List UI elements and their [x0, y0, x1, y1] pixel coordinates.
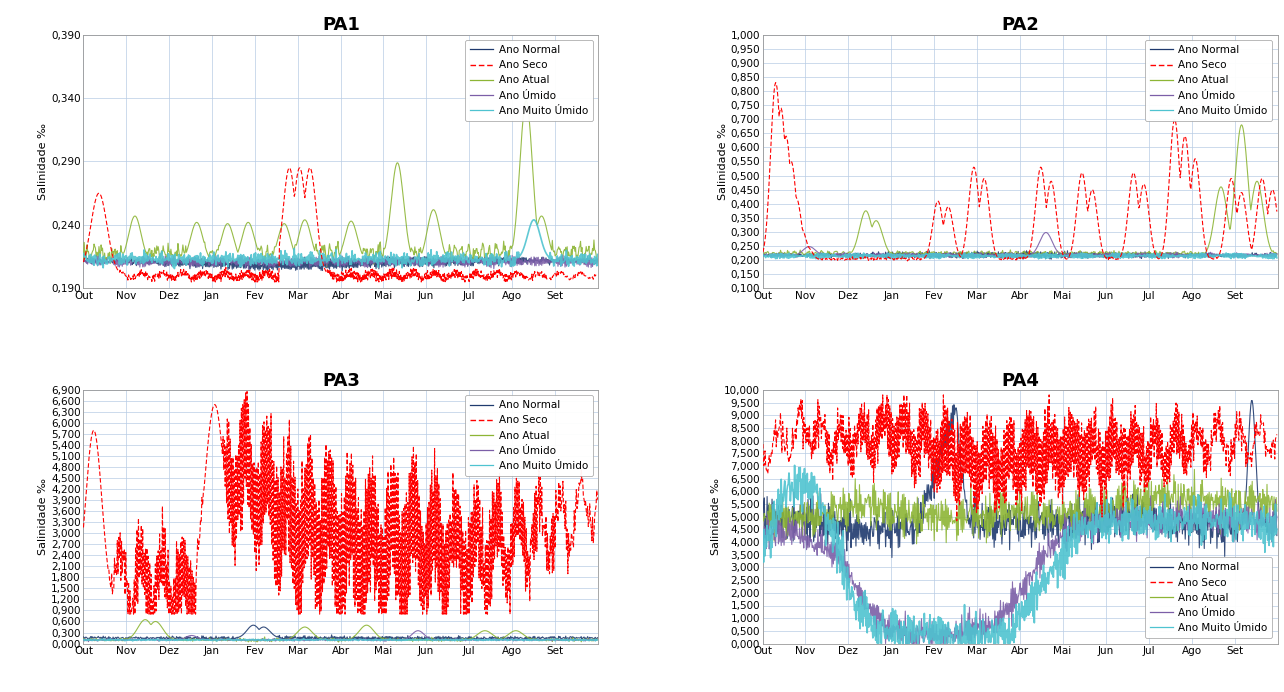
Legend: Ano Normal, Ano Seco, Ano Atual, Ano Úmido, Ano Muito Úmido: Ano Normal, Ano Seco, Ano Atual, Ano Úmi…: [465, 395, 593, 476]
Legend: Ano Normal, Ano Seco, Ano Atual, Ano Úmido, Ano Muito Úmido: Ano Normal, Ano Seco, Ano Atual, Ano Úmi…: [1144, 40, 1272, 121]
Y-axis label: Salinidade ‰: Salinidade ‰: [718, 123, 728, 200]
Legend: Ano Normal, Ano Seco, Ano Atual, Ano Úmido, Ano Muito Úmido: Ano Normal, Ano Seco, Ano Atual, Ano Úmi…: [1144, 557, 1272, 638]
Y-axis label: Salinidade ‰: Salinidade ‰: [39, 478, 49, 555]
Legend: Ano Normal, Ano Seco, Ano Atual, Ano Úmido, Ano Muito Úmido: Ano Normal, Ano Seco, Ano Atual, Ano Úmi…: [465, 40, 593, 121]
Title: PA3: PA3: [322, 372, 360, 390]
Y-axis label: Salinidade ‰: Salinidade ‰: [711, 478, 722, 555]
Y-axis label: Salinidade ‰: Salinidade ‰: [39, 123, 49, 200]
Title: PA1: PA1: [322, 17, 360, 35]
Title: PA4: PA4: [1002, 372, 1039, 390]
Title: PA2: PA2: [1002, 17, 1039, 35]
